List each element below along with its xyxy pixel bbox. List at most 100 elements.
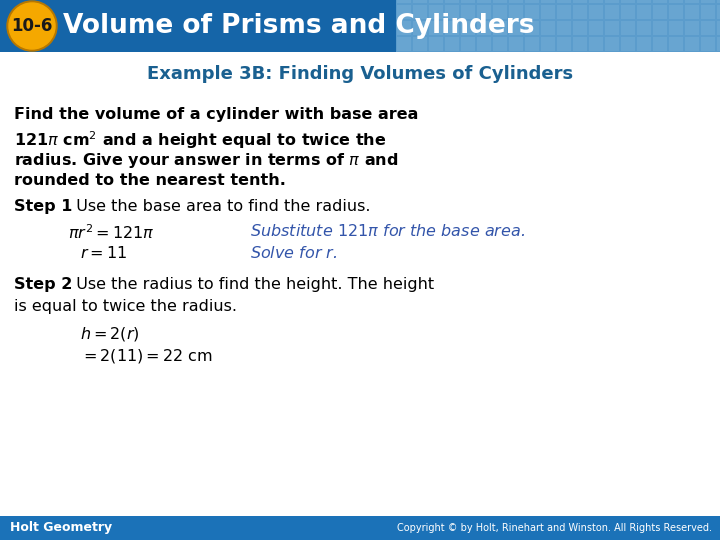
Text: radius. Give your answer in terms of $\pi$ and: radius. Give your answer in terms of $\p…: [14, 151, 398, 170]
Bar: [461, 5, 475, 19]
Bar: [557, 37, 571, 51]
Bar: [445, 21, 459, 35]
Text: Use the radius to find the height. The height: Use the radius to find the height. The h…: [66, 277, 434, 292]
Bar: [493, 0, 507, 3]
Bar: [525, 0, 539, 3]
Bar: [397, 5, 411, 19]
Bar: [589, 37, 603, 51]
Bar: [605, 37, 619, 51]
Bar: [637, 37, 651, 51]
Bar: [557, 0, 571, 3]
Bar: [717, 5, 720, 19]
Bar: [653, 5, 667, 19]
Bar: [605, 5, 619, 19]
Circle shape: [7, 1, 57, 51]
Bar: [445, 5, 459, 19]
Bar: [573, 5, 587, 19]
Bar: [509, 37, 523, 51]
Bar: [557, 21, 571, 35]
Bar: [509, 21, 523, 35]
Bar: [413, 0, 427, 3]
Bar: [637, 21, 651, 35]
Bar: [653, 0, 667, 3]
Text: rounded to the nearest tenth.: rounded to the nearest tenth.: [14, 173, 286, 188]
Bar: [429, 21, 443, 35]
Bar: [685, 21, 699, 35]
Bar: [509, 0, 523, 3]
Bar: [701, 5, 715, 19]
Bar: [429, 5, 443, 19]
Bar: [589, 21, 603, 35]
Bar: [669, 21, 683, 35]
Bar: [396, 0, 720, 52]
Text: 121$\pi$ cm$^2$ and a height equal to twice the: 121$\pi$ cm$^2$ and a height equal to tw…: [14, 129, 386, 151]
Bar: [669, 5, 683, 19]
Bar: [525, 37, 539, 51]
Bar: [429, 0, 443, 3]
Bar: [0, 0, 396, 52]
Bar: [477, 21, 491, 35]
Bar: [685, 5, 699, 19]
Bar: [621, 0, 635, 3]
Text: $\pi r^2 = 121\pi$: $\pi r^2 = 121\pi$: [68, 223, 155, 242]
Bar: [397, 0, 411, 3]
Bar: [573, 37, 587, 51]
Bar: [461, 37, 475, 51]
Bar: [573, 0, 587, 3]
Bar: [413, 37, 427, 51]
Text: $h = 2(r)$: $h = 2(r)$: [80, 325, 140, 343]
Bar: [397, 37, 411, 51]
Bar: [541, 21, 555, 35]
Text: $r = 11$: $r = 11$: [80, 245, 127, 261]
Text: Find the volume of a cylinder with base area: Find the volume of a cylinder with base …: [14, 107, 418, 122]
Text: Step 2: Step 2: [14, 277, 73, 292]
Bar: [397, 21, 411, 35]
Bar: [413, 21, 427, 35]
Bar: [653, 37, 667, 51]
Bar: [493, 5, 507, 19]
Bar: [477, 5, 491, 19]
Bar: [685, 0, 699, 3]
Text: $= 2(11) = 22$ cm: $= 2(11) = 22$ cm: [80, 347, 213, 365]
Bar: [413, 5, 427, 19]
Bar: [621, 21, 635, 35]
Bar: [637, 0, 651, 3]
Text: 10-6: 10-6: [12, 17, 53, 35]
Bar: [653, 21, 667, 35]
Bar: [685, 37, 699, 51]
Text: Solve for $r$.: Solve for $r$.: [250, 245, 338, 261]
Bar: [445, 37, 459, 51]
Circle shape: [9, 3, 55, 49]
Bar: [477, 37, 491, 51]
Text: Copyright © by Holt, Rinehart and Winston. All Rights Reserved.: Copyright © by Holt, Rinehart and Winsto…: [397, 523, 712, 533]
Bar: [541, 0, 555, 3]
Bar: [0, 516, 720, 540]
Bar: [589, 0, 603, 3]
Text: is equal to twice the radius.: is equal to twice the radius.: [14, 299, 237, 314]
Bar: [557, 5, 571, 19]
Bar: [701, 0, 715, 3]
Bar: [621, 37, 635, 51]
Bar: [461, 0, 475, 3]
Text: Example 3B: Finding Volumes of Cylinders: Example 3B: Finding Volumes of Cylinders: [147, 65, 573, 83]
Bar: [701, 37, 715, 51]
Bar: [669, 0, 683, 3]
Bar: [637, 5, 651, 19]
Text: Step 1: Step 1: [14, 199, 73, 214]
Text: Substitute $121\pi$ for the base area.: Substitute $121\pi$ for the base area.: [250, 223, 525, 239]
Bar: [605, 0, 619, 3]
Bar: [573, 21, 587, 35]
Text: Volume of Prisms and Cylinders: Volume of Prisms and Cylinders: [63, 13, 534, 39]
Bar: [717, 0, 720, 3]
Bar: [525, 5, 539, 19]
Bar: [717, 21, 720, 35]
Bar: [493, 21, 507, 35]
Bar: [541, 5, 555, 19]
Text: Use the base area to find the radius.: Use the base area to find the radius.: [66, 199, 371, 214]
Bar: [605, 21, 619, 35]
Bar: [525, 21, 539, 35]
Bar: [717, 37, 720, 51]
Bar: [477, 0, 491, 3]
Bar: [509, 5, 523, 19]
Bar: [669, 37, 683, 51]
